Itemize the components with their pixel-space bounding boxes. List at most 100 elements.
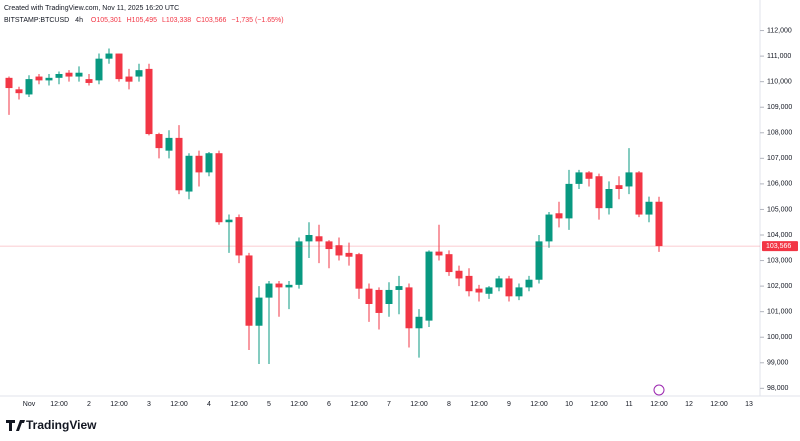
- x-tick-label: 11: [625, 401, 632, 408]
- candle-body: [385, 289, 393, 304]
- candle-body: [215, 153, 223, 223]
- candle-body: [125, 76, 133, 82]
- change: −1,735 (−1.65%): [231, 17, 283, 24]
- created-note: Created with TradingView.com, Nov 11, 20…: [4, 5, 179, 12]
- candle-body: [5, 77, 13, 89]
- x-tick-label: 4: [207, 401, 211, 408]
- x-tick-label: 3: [147, 401, 151, 408]
- x-tick-label: 12:00: [650, 401, 668, 408]
- symbol: BITSTAMP:BTCUSD: [4, 17, 69, 24]
- candle-body: [395, 286, 403, 290]
- candle-body: [465, 275, 473, 292]
- candle-body: [655, 201, 663, 247]
- candle-body: [295, 241, 303, 285]
- candle-body: [415, 316, 423, 329]
- y-tick-label: 105,000: [767, 206, 792, 213]
- x-tick-label: 12:00: [170, 401, 188, 408]
- candle-body: [75, 72, 83, 77]
- x-tick-label: 12:00: [230, 401, 248, 408]
- x-tick-label: 6: [327, 401, 331, 408]
- candle-body: [65, 72, 73, 77]
- candle-body: [375, 289, 383, 313]
- candle-body: [165, 137, 173, 151]
- x-tick-label: 12:00: [530, 401, 548, 408]
- y-tick-label: 111,000: [767, 53, 791, 60]
- logo-mark: [6, 420, 25, 431]
- candle-body: [345, 252, 353, 257]
- candle-body: [515, 287, 523, 297]
- candle-body: [365, 288, 373, 304]
- y-tick-label: 99,000: [767, 360, 789, 367]
- candle-body: [335, 245, 343, 256]
- candle-body: [95, 58, 103, 81]
- y-tick-label: 102,000: [767, 283, 792, 290]
- candle-body: [555, 213, 563, 219]
- candle-body: [605, 189, 613, 209]
- candle-body: [355, 254, 363, 289]
- brand: TradingView: [26, 418, 97, 432]
- candle-body: [635, 172, 643, 215]
- candle-body: [145, 68, 153, 135]
- ohlc-close: C103,566: [196, 17, 226, 24]
- candle-body: [585, 172, 593, 179]
- x-tick-label: 12:00: [470, 401, 488, 408]
- last-price-label: 103,566: [766, 243, 791, 250]
- candle-body: [185, 155, 193, 192]
- candle-body: [565, 183, 573, 219]
- candle-body: [595, 176, 603, 209]
- candle-body: [535, 241, 543, 280]
- candle-body: [305, 235, 313, 242]
- x-tick-label: 10: [565, 401, 573, 408]
- candle-body: [615, 185, 623, 189]
- interval: 4h: [75, 17, 83, 24]
- x-tick-label: 12:00: [50, 401, 68, 408]
- candle-body: [315, 236, 323, 242]
- candle-body: [435, 251, 443, 256]
- y-tick-label: 110,000: [767, 79, 792, 86]
- candle-body: [645, 201, 653, 215]
- x-tick-label: 12:00: [590, 401, 608, 408]
- event-icon: [653, 384, 665, 396]
- candle-body: [475, 288, 483, 293]
- candle-body: [425, 251, 433, 321]
- x-tick-label: Nov: [23, 401, 36, 408]
- y-tick-label: 100,000: [767, 334, 792, 341]
- candle-body: [405, 287, 413, 329]
- candle-body: [15, 89, 23, 94]
- candle-body: [85, 79, 93, 83]
- candle-body: [155, 134, 163, 149]
- x-tick-label: 5: [267, 401, 271, 408]
- candle-body: [275, 283, 283, 288]
- y-tick-label: 106,000: [767, 181, 792, 188]
- candle-body: [545, 214, 553, 242]
- legend-line: BITSTAMP:BTCUSD 4h O105,301 H105,495 L10…: [4, 17, 284, 24]
- candle-body: [245, 255, 253, 326]
- candle-body: [575, 172, 583, 184]
- ohlc-high: H105,495: [127, 17, 157, 24]
- footer-logo: TradingView: [6, 418, 97, 432]
- candle-body: [625, 172, 633, 187]
- ohlc-low: L103,338: [162, 17, 191, 24]
- y-tick-label: 109,000: [767, 104, 792, 111]
- ohlc-open: O105,301: [91, 17, 122, 24]
- y-tick-label: 103,000: [767, 257, 792, 264]
- x-tick-label: 2: [87, 401, 91, 408]
- candle-body: [195, 155, 203, 173]
- candle-body: [485, 287, 493, 294]
- candle-body: [135, 70, 143, 77]
- x-tick-label: 12:00: [110, 401, 128, 408]
- candle-body: [235, 217, 243, 256]
- x-tick-label: 12: [685, 401, 693, 408]
- candle-body: [105, 53, 113, 59]
- last-price-box: [762, 241, 798, 252]
- candle-body: [325, 241, 333, 250]
- x-tick-label: 12:00: [710, 401, 728, 408]
- candle-body: [35, 76, 43, 81]
- candle-body: [205, 153, 213, 173]
- x-tick-label: 8: [447, 401, 451, 408]
- candle-body: [265, 283, 273, 298]
- x-tick-label: 12:00: [290, 401, 308, 408]
- candle-body: [255, 297, 263, 326]
